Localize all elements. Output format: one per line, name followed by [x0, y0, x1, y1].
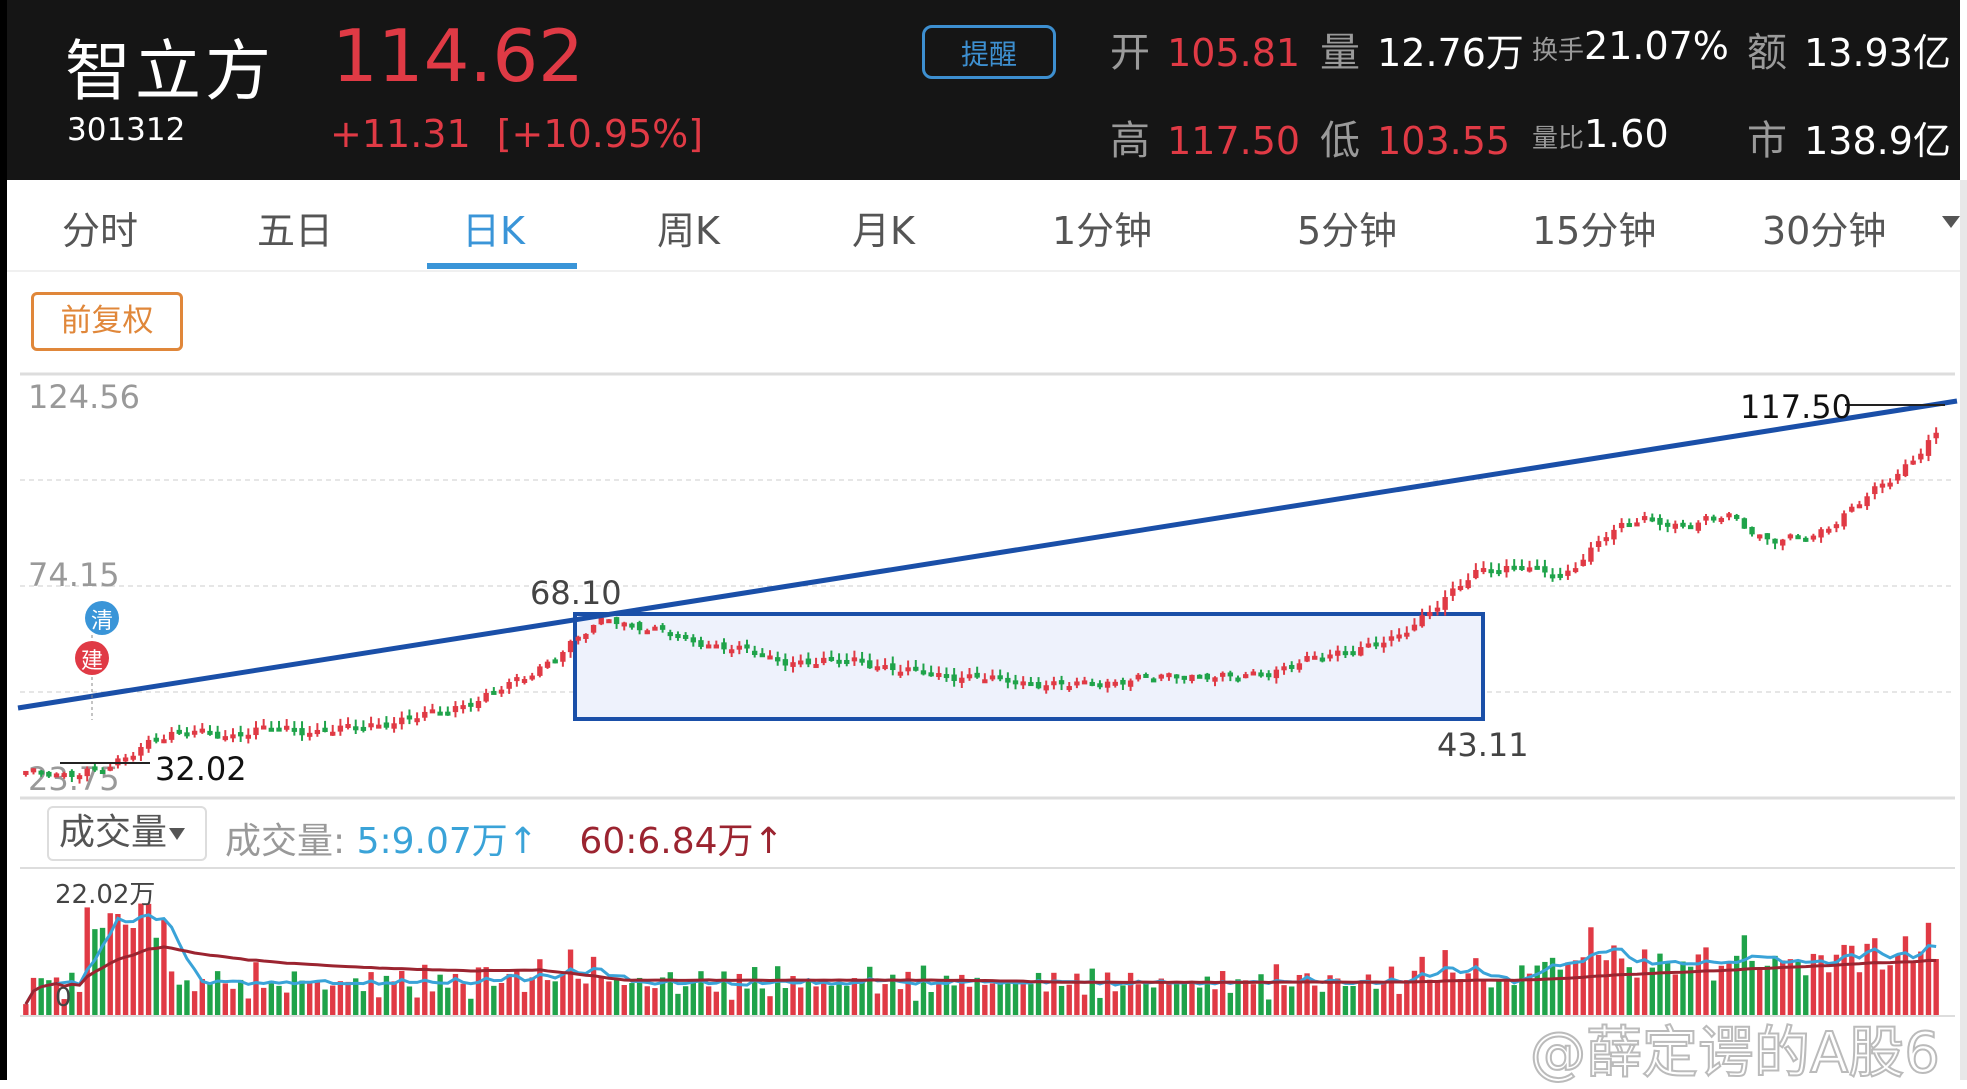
open-value: 105.81	[1167, 31, 1301, 75]
volume-legend: 成交量: 5:9.07万↑ 60:6.84万↑	[225, 812, 784, 864]
change-value: +11.31	[330, 112, 471, 156]
price-change: +11.31 [+10.95%]	[330, 112, 703, 156]
low-value: 103.55	[1377, 119, 1511, 163]
low-label: 低	[1320, 118, 1360, 164]
indicator-selector[interactable]: 成交量	[47, 806, 207, 861]
indicator-selector-label: 成交量	[59, 812, 168, 853]
volume-legend-title: 成交量:	[225, 821, 346, 862]
period-tabs: 分时 五日 日K 周K 月K 1分钟 5分钟 15分钟 30分钟	[7, 180, 1960, 272]
tab-monthly-k[interactable]: 月K	[852, 209, 915, 253]
right-edge-scroll	[1960, 180, 1967, 1080]
open-stat: 开 105.81	[1110, 20, 1300, 78]
tab-daily-k[interactable]: 日K	[462, 209, 525, 253]
y-tick-mid: 74.15	[28, 556, 120, 594]
change-percent: [+10.95%]	[496, 112, 704, 156]
turnover-stat: 换手21.07%	[1532, 24, 1729, 68]
mktcap-stat: 市 138.9亿	[1747, 108, 1951, 166]
arrow-up-icon: ↑	[753, 821, 784, 862]
volume-bars	[23, 903, 1939, 1016]
weibo-watermark: @薛定谔的A股6	[1529, 1020, 1941, 1087]
turnover-value: 21.07%	[1584, 24, 1729, 68]
volume-label: 量	[1320, 30, 1360, 76]
tab-30min[interactable]: 30分钟	[1762, 209, 1887, 253]
annotation-68-10: 68.10	[530, 574, 622, 612]
low-stat: 低 103.55	[1320, 108, 1510, 166]
vol-ratio-value: 1.60	[1584, 112, 1669, 156]
volume-ma5-value: 5:9.07万	[356, 821, 508, 862]
y-tick-min: 23.75	[28, 760, 120, 798]
vol-ratio-stat: 量比1.60	[1532, 112, 1669, 156]
amount-value: 13.93亿	[1804, 31, 1951, 75]
turnover-label: 换手	[1532, 36, 1585, 66]
tab-1min[interactable]: 1分钟	[1052, 209, 1153, 253]
volume-ma60-line	[24, 945, 1937, 1005]
tab-intraday[interactable]: 分时	[62, 209, 139, 253]
volume-ma60-value: 60:6.84万	[579, 821, 754, 862]
stock-name: 智立方	[65, 33, 275, 110]
amount-label: 额	[1747, 30, 1787, 76]
tab-5min[interactable]: 5分钟	[1297, 209, 1398, 253]
adjust-mode-button[interactable]: 前复权	[31, 292, 183, 351]
marker-qing[interactable]	[85, 601, 119, 635]
more-periods-dropdown-icon[interactable]	[1942, 216, 1960, 228]
arrow-up-icon: ↑	[507, 821, 538, 862]
consolidation-box	[573, 612, 1485, 721]
tab-15min[interactable]: 15分钟	[1532, 209, 1657, 253]
annotation-117-50: 117.50	[1740, 388, 1852, 426]
active-tab-underline	[427, 263, 577, 269]
mktcap-label: 市	[1747, 118, 1787, 164]
annotation-32-02: 32.02	[155, 750, 247, 788]
volume-value: 12.76万	[1377, 31, 1524, 75]
high-stat: 高 117.50	[1110, 108, 1300, 166]
y-tick-max: 124.56	[28, 378, 140, 416]
stock-code: 301312	[67, 112, 186, 148]
candlesticks	[23, 427, 1939, 784]
tab-five-day[interactable]: 五日	[257, 209, 334, 253]
tab-weekly-k[interactable]: 周K	[657, 209, 720, 253]
quote-header: 智立方 301312 114.62 +11.31 [+10.95%] 提醒 开 …	[7, 0, 1960, 180]
high-value: 117.50	[1167, 119, 1301, 163]
marker-jian[interactable]	[75, 641, 109, 675]
vol-ratio-label: 量比	[1532, 124, 1585, 154]
marker-qing-label: 清	[91, 609, 113, 634]
trendline	[17, 398, 1958, 711]
mktcap-value: 138.9亿	[1804, 119, 1951, 163]
volume-max-label: 22.02万	[55, 880, 155, 910]
volume-zero-label: 0	[55, 983, 72, 1013]
chevron-down-icon	[169, 828, 186, 840]
last-price: 114.62	[332, 14, 584, 98]
open-label: 开	[1110, 30, 1150, 76]
amount-stat: 额 13.93亿	[1747, 20, 1951, 78]
annotation-43-11: 43.11	[1437, 726, 1529, 764]
high-label: 高	[1110, 118, 1150, 164]
remind-button[interactable]: 提醒	[922, 25, 1056, 79]
volume-stat: 量 12.76万	[1320, 20, 1524, 78]
left-edge	[0, 0, 7, 1080]
marker-jian-label: 建	[81, 649, 103, 674]
